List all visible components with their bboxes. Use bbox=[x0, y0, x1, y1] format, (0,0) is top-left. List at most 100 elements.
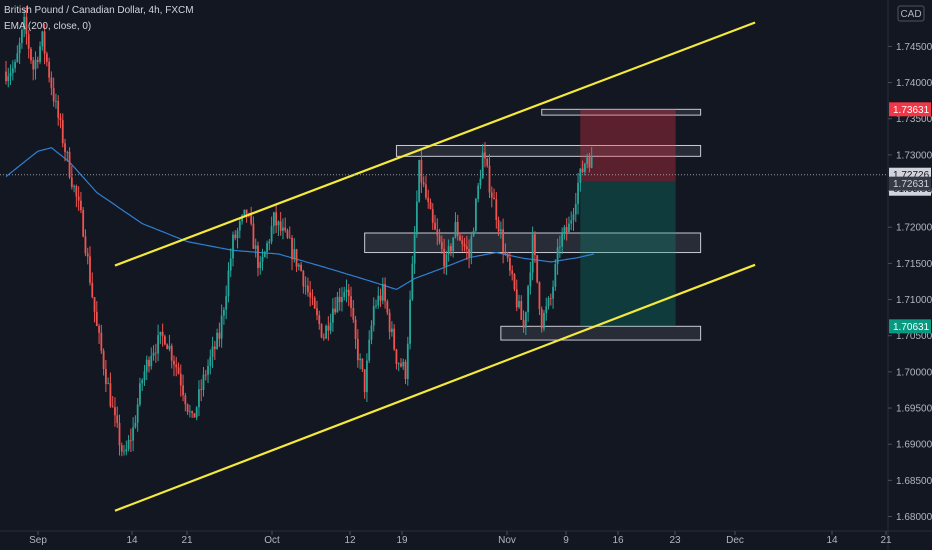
entry-tag-label: 1.72631 bbox=[893, 179, 930, 190]
candle-body bbox=[443, 248, 446, 267]
candle-body bbox=[375, 305, 377, 307]
candle-body bbox=[177, 367, 180, 374]
candle-body bbox=[61, 120, 64, 144]
candle-body bbox=[223, 309, 225, 316]
candle-body bbox=[384, 284, 386, 302]
candle-body bbox=[513, 274, 516, 290]
candle-body bbox=[406, 343, 409, 379]
time-tick-label: 12 bbox=[344, 535, 356, 546]
stop-loss-zone bbox=[580, 109, 676, 182]
candle-body bbox=[168, 345, 171, 350]
candle-body bbox=[474, 199, 477, 231]
candle-body bbox=[282, 227, 284, 231]
candle-body bbox=[425, 184, 427, 198]
candle-body bbox=[220, 315, 223, 339]
candle-body bbox=[120, 445, 123, 452]
candle-body bbox=[486, 158, 489, 166]
candle-body bbox=[570, 220, 573, 224]
price-tick-label: 1.71500 bbox=[896, 259, 932, 270]
price-tick-label: 1.73500 bbox=[896, 114, 932, 125]
candle-body bbox=[268, 241, 271, 244]
candle-body bbox=[66, 152, 69, 153]
entry-tag-bg bbox=[889, 176, 931, 191]
indicator-legend[interactable]: EMA (200, close, 0) bbox=[4, 21, 92, 32]
candle-body bbox=[73, 186, 75, 187]
candle-body bbox=[211, 346, 214, 357]
candle-body bbox=[481, 152, 484, 179]
candle-body bbox=[114, 407, 116, 416]
candle-body bbox=[266, 243, 268, 252]
time-tick-label: 16 bbox=[612, 535, 624, 546]
take-profit-zone bbox=[580, 181, 676, 327]
candle-body bbox=[91, 282, 94, 298]
candle-body bbox=[157, 335, 159, 354]
candle-body bbox=[352, 308, 355, 320]
candle-body bbox=[232, 234, 234, 259]
candle-body bbox=[411, 263, 414, 300]
currency-badge: CAD bbox=[900, 9, 921, 20]
short-position-tool[interactable] bbox=[580, 109, 676, 327]
candle-body bbox=[34, 59, 37, 70]
candle-body bbox=[161, 331, 164, 337]
time-tick-label: 9 bbox=[563, 535, 569, 546]
candle-body bbox=[50, 77, 53, 89]
candle-body bbox=[572, 214, 575, 221]
candle-body bbox=[409, 299, 411, 344]
candle-body bbox=[313, 298, 316, 309]
candle-body bbox=[291, 238, 293, 260]
candle-body bbox=[30, 48, 32, 61]
candle-body bbox=[238, 221, 241, 231]
candle-body bbox=[55, 101, 57, 102]
candle-body bbox=[109, 383, 112, 407]
candle-body bbox=[209, 356, 212, 366]
candle-body bbox=[204, 374, 207, 376]
candle-body bbox=[118, 423, 121, 446]
candle-body bbox=[45, 53, 48, 62]
symbol-title[interactable]: British Pound / Canadian Dollar, 4h, FXC… bbox=[4, 5, 194, 16]
candle-body bbox=[311, 297, 314, 299]
candle-body bbox=[329, 322, 332, 331]
candle-body bbox=[461, 240, 464, 245]
time-tick-label: Oct bbox=[264, 535, 280, 546]
candle-body bbox=[300, 264, 302, 271]
candle-body bbox=[173, 360, 175, 365]
time-tick-label: Sep bbox=[29, 535, 47, 546]
candle-body bbox=[141, 380, 144, 384]
candle-body bbox=[216, 332, 219, 349]
candle-body bbox=[450, 246, 452, 251]
candle-body bbox=[175, 364, 178, 368]
candle-body bbox=[116, 415, 119, 424]
candle-body bbox=[27, 34, 30, 49]
candlestick-series bbox=[5, 6, 593, 457]
candle-body bbox=[254, 245, 257, 249]
candle-body bbox=[227, 270, 230, 297]
candle-body bbox=[552, 286, 554, 299]
candle-body bbox=[154, 352, 157, 354]
candle-body bbox=[191, 411, 194, 414]
candle-body bbox=[415, 201, 418, 235]
candle-body bbox=[452, 237, 455, 251]
candle-body bbox=[136, 404, 139, 423]
candle-body bbox=[263, 251, 266, 257]
candle-body bbox=[245, 209, 248, 215]
take-profit-tag-bg bbox=[889, 319, 931, 334]
candle-body bbox=[132, 427, 135, 441]
trend-channel[interactable] bbox=[114, 21, 756, 512]
price-tick-label: 1.72000 bbox=[896, 223, 932, 234]
candle-body bbox=[202, 374, 205, 390]
candle-body bbox=[250, 214, 253, 224]
candle-body bbox=[565, 227, 568, 232]
candle-body bbox=[400, 363, 402, 367]
candle-body bbox=[343, 292, 346, 298]
candle-body bbox=[393, 328, 396, 350]
candle-body bbox=[381, 284, 384, 301]
candle-body bbox=[447, 246, 450, 255]
candle-body bbox=[48, 61, 51, 78]
candle-body bbox=[538, 282, 541, 310]
zone-2 bbox=[395, 144, 702, 157]
candle-body bbox=[325, 325, 327, 339]
candle-body bbox=[524, 312, 527, 328]
candle-body bbox=[420, 160, 423, 183]
candle-body bbox=[345, 289, 348, 293]
